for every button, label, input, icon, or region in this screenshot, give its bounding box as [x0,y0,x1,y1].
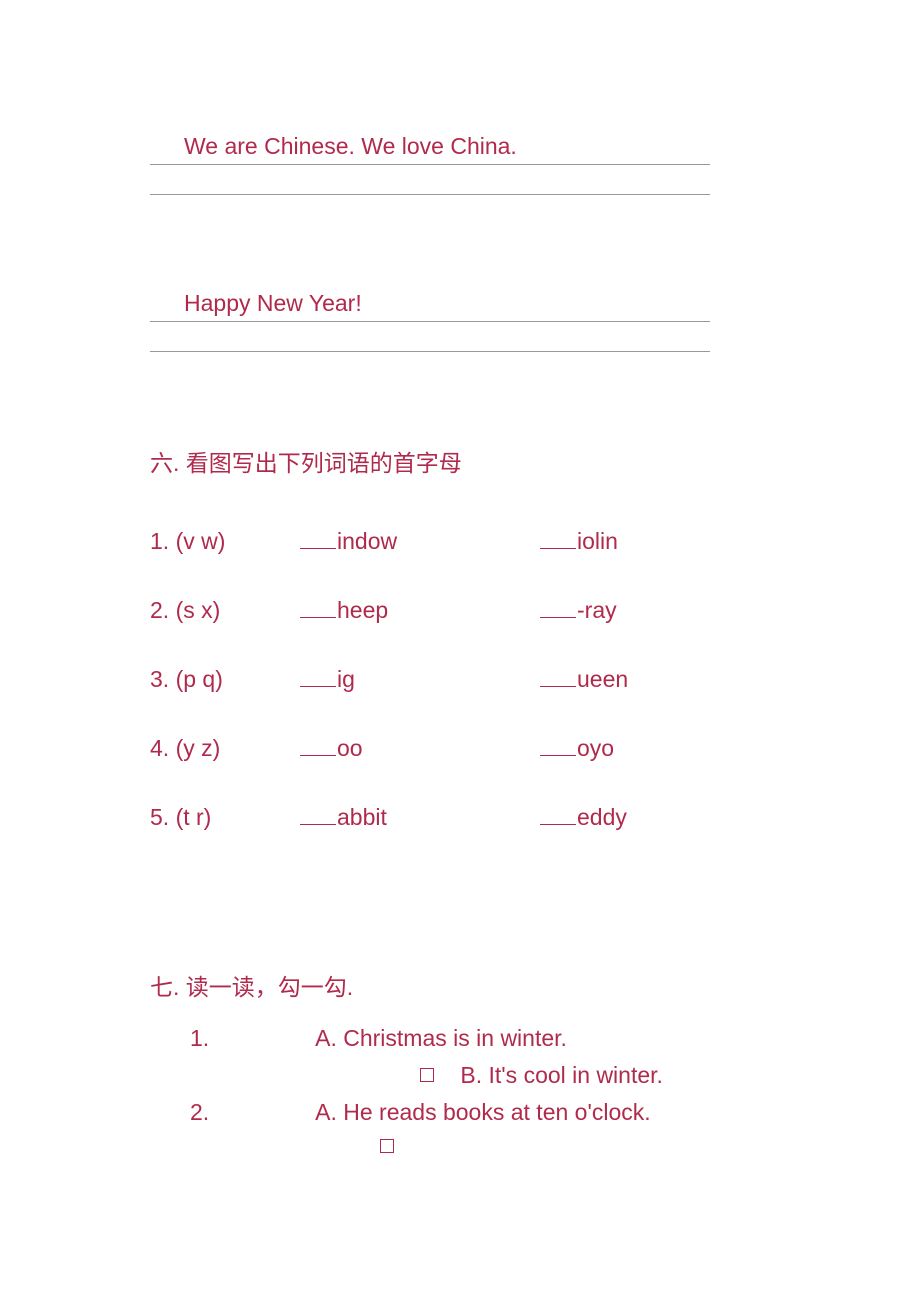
fill-item-prefix: 5. (t r) [150,804,300,831]
writing-line-2: Happy New Year! [150,287,710,322]
blank-input[interactable] [300,667,336,687]
fill-item-word1: oo [300,735,540,762]
question-2-number: 2. [190,1094,310,1131]
fill-item-3: 3. (p q)igueen [150,666,770,693]
checkbox-icon[interactable] [420,1068,434,1082]
fill-item-word2: iolin [540,528,770,555]
question-2-checkbox-line [150,1139,770,1157]
blank-input[interactable] [300,736,336,756]
blank-input[interactable] [540,529,576,549]
fill-item-word2: eddy [540,804,770,831]
writing-line-blank-2 [150,334,710,352]
blank-input[interactable] [540,598,576,618]
blank-input[interactable] [300,529,336,549]
fill-item-word2: -ray [540,597,770,624]
blank-input[interactable] [540,667,576,687]
blank-input[interactable] [300,805,336,825]
fill-item-prefix: 3. (p q) [150,666,300,693]
fill-item-prefix: 1. (v w) [150,528,300,555]
fill-item-word1: abbit [300,804,540,831]
fill-item-prefix: 2. (s x) [150,597,300,624]
writing-line-1: We are Chinese. We love China. [150,130,710,165]
fill-item-prefix: 4. (y z) [150,735,300,762]
question-1-option-a: A. Christmas is in winter. [315,1025,567,1051]
fill-item-word1: heep [300,597,540,624]
fill-item-word2: oyo [540,735,770,762]
fill-item-4: 4. (y z)oooyo [150,735,770,762]
fill-item-word2: ueen [540,666,770,693]
question-1-line-a: 1. A. Christmas is in winter. [150,1020,770,1057]
question-2-line-a: 2. A. He reads books at ten o'clock. [150,1094,770,1131]
fill-item-word1: ig [300,666,540,693]
blank-input[interactable] [300,598,336,618]
question-1-line-b: B. It's cool in winter. [150,1057,770,1094]
section-6-title: 六. 看图写出下列词语的首字母 [150,444,770,478]
writing-line-blank-1 [150,177,710,195]
fill-item-1: 1. (v w)indowiolin [150,528,770,555]
section-7-title: 七. 读一读，勾一勾. [150,968,770,1002]
blank-input[interactable] [540,736,576,756]
fill-item-word1: indow [300,528,540,555]
sentence-1: We are Chinese. We love China. [184,133,517,159]
question-1-number: 1. [190,1020,310,1057]
question-1-option-b: B. It's cool in winter. [460,1062,663,1088]
fill-item-2: 2. (s x)heep-ray [150,597,770,624]
checkbox-icon[interactable] [380,1139,394,1153]
blank-input[interactable] [540,805,576,825]
question-2-option-a: A. He reads books at ten o'clock. [315,1099,651,1125]
sentence-2: Happy New Year! [184,290,362,316]
fill-item-5: 5. (t r)abbiteddy [150,804,770,831]
